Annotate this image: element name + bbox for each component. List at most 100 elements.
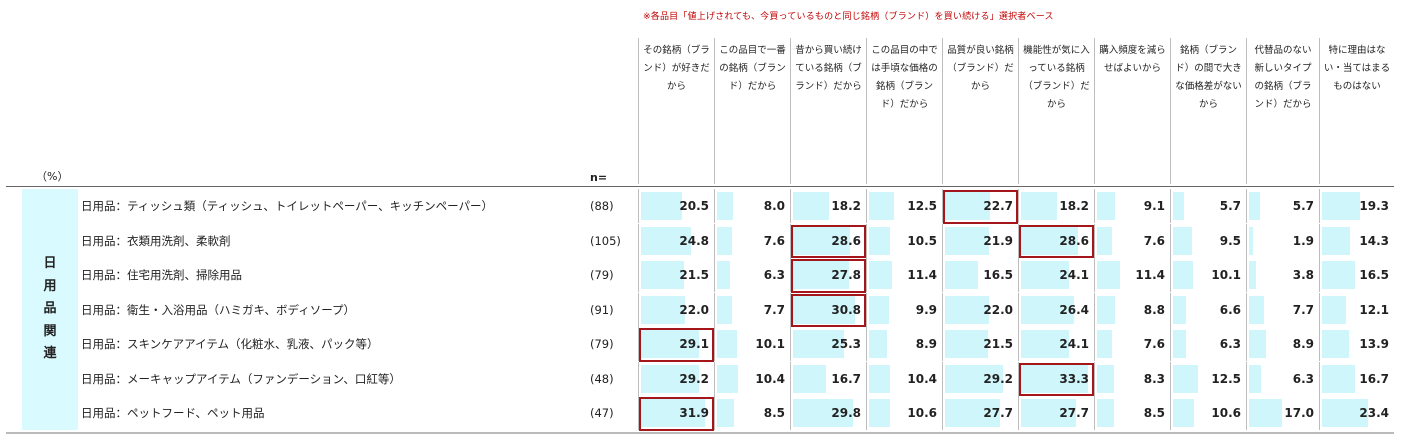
- base-note: ※各品目「値上げされても、今買っているものと同じ銘柄（ブランド）を買い続ける」選…: [643, 12, 1054, 22]
- value-bar: [1249, 192, 1260, 220]
- row-n: (105): [590, 233, 621, 248]
- value-bar: [1097, 295, 1115, 324]
- cell-value: 27.7: [983, 406, 1013, 420]
- value-bar: [1249, 295, 1264, 324]
- value-bar: [1322, 330, 1350, 358]
- table-cell: 22.7: [942, 189, 1018, 223]
- value-bar: [793, 330, 844, 358]
- value-bar: [869, 399, 891, 427]
- cell-value: 16.7: [1359, 371, 1389, 386]
- cell-value: 22.7: [983, 199, 1013, 213]
- highlight-box: [791, 293, 866, 327]
- cell-value: 29.2: [983, 371, 1013, 386]
- table-cell: 9.5: [1170, 223, 1246, 258]
- value-bar: [1173, 192, 1185, 220]
- cell-value: 25.3: [831, 337, 861, 351]
- highlight-box: [639, 328, 714, 362]
- table-cell: 21.5: [942, 327, 1018, 361]
- table-cell: 21.5: [638, 258, 714, 292]
- table-cell: 7.7: [1246, 292, 1319, 327]
- cell-value: 10.5: [907, 233, 937, 248]
- value-bar: [1249, 261, 1257, 289]
- cell-value: 27.7: [1059, 406, 1089, 420]
- cell-value: 8.0: [763, 199, 785, 213]
- table-cell: 23.4: [1319, 396, 1394, 430]
- value-bar: [1021, 330, 1070, 358]
- value-bar: [717, 192, 733, 220]
- value-bar: [641, 261, 684, 289]
- cell-value: 9.1: [1143, 199, 1165, 213]
- table-cell: 25.3: [790, 327, 866, 361]
- highlight-box: [639, 397, 714, 431]
- cell-value: 3.8: [1292, 268, 1314, 282]
- value-bar: [1097, 364, 1114, 393]
- table-cell: 10.6: [866, 396, 942, 430]
- table-cell: 16.5: [942, 258, 1018, 292]
- table-cell: 27.7: [942, 396, 1018, 430]
- value-bar: [641, 226, 691, 255]
- cell-value: 21.5: [983, 337, 1013, 351]
- value-bar: [793, 261, 849, 289]
- cell-value: 11.4: [1135, 268, 1165, 282]
- cell-value: 7.6: [763, 233, 785, 248]
- table-cell: 6.6: [1170, 292, 1246, 327]
- cell-value: 28.6: [831, 233, 861, 248]
- table-cell: 22.0: [638, 292, 714, 327]
- row-label: 日用品：ティッシュ類（ティッシュ、トイレットペーパー、キッチンペーパー）: [81, 199, 494, 213]
- table-cell: 3.8: [1246, 258, 1319, 292]
- value-bar: [1173, 261, 1194, 289]
- column-header-7: 購入頻度を減らせばよいから: [1094, 38, 1170, 184]
- table-cell: 24.8: [638, 223, 714, 258]
- cell-value: 8.3: [1143, 371, 1165, 386]
- highlight-box: [1019, 224, 1094, 258]
- value-bar: [1322, 399, 1369, 427]
- row-n: (91): [590, 302, 614, 317]
- value-bar: [1021, 364, 1088, 393]
- table-cell: 8.0: [714, 189, 790, 223]
- table-cell: 9.9: [866, 292, 942, 327]
- value-bar: [1249, 226, 1253, 255]
- column-header-9: 代替品のない新しいタイプの銘柄（ブランド）だから: [1246, 38, 1319, 184]
- table-cell: 27.7: [1018, 396, 1094, 430]
- cell-value: 12.5: [907, 199, 937, 213]
- table-cell: 10.1: [1170, 258, 1246, 292]
- cell-value: 7.6: [1143, 337, 1165, 351]
- category-char: 関: [43, 323, 57, 339]
- value-bar: [1249, 330, 1267, 358]
- table-cell: 16.5: [1319, 258, 1394, 292]
- table-bottom-line: [6, 432, 1394, 434]
- table-cell: 8.3: [1094, 361, 1170, 396]
- value-bar: [945, 261, 978, 289]
- column-header-2: この品目で一番の銘柄（ブランド）だから: [714, 38, 790, 184]
- table-cell: 19.3: [1319, 189, 1394, 223]
- table-cell: 28.6: [1018, 223, 1094, 258]
- value-bar: [1173, 399, 1195, 427]
- cell-value: 24.1: [1059, 268, 1089, 282]
- cell-value: 6.3: [1219, 337, 1241, 351]
- category-char: 品: [43, 301, 57, 317]
- cell-value: 5.7: [1292, 199, 1314, 213]
- value-bar: [717, 399, 734, 427]
- table-cell: 8.8: [1094, 292, 1170, 327]
- column-header-1: その銘柄（ブランド）が好きだから: [638, 38, 714, 184]
- n-label: n=: [590, 171, 608, 184]
- value-bar: [793, 399, 853, 427]
- cell-value: 24.1: [1059, 337, 1089, 351]
- cell-value: 9.9: [915, 302, 937, 317]
- cell-value: 5.7: [1219, 199, 1241, 213]
- cell-value: 14.3: [1359, 233, 1389, 248]
- cell-value: 24.8: [679, 233, 709, 248]
- row-label: 日用品：スキンケアアイテム（化粧水、乳液、パック等）: [81, 337, 379, 351]
- cell-value: 27.8: [831, 268, 861, 282]
- value-bar: [1097, 261, 1120, 289]
- column-header-8: 銘柄（ブランド）の間で大きな価格差がないから: [1170, 38, 1246, 184]
- table-cell: 13.9: [1319, 327, 1394, 361]
- cell-value: 1.9: [1292, 233, 1314, 248]
- category-box: 日用品関連: [22, 189, 78, 430]
- value-bar: [793, 226, 851, 255]
- value-bar: [1249, 364, 1262, 393]
- value-bar: [869, 226, 890, 255]
- cell-value: 11.4: [907, 268, 937, 282]
- table-cell: 29.2: [638, 361, 714, 396]
- highlight-box: [1019, 362, 1094, 396]
